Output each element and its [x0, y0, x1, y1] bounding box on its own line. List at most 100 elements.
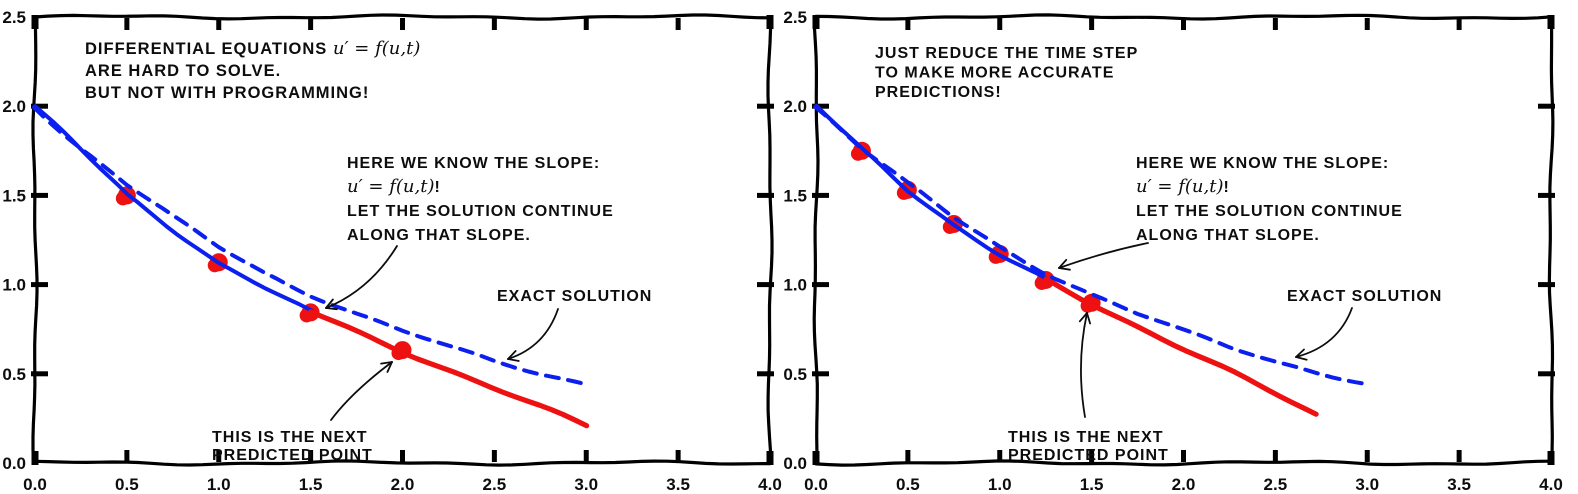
x-tick-mark-top [1272, 18, 1278, 30]
x-tick-mark [1181, 450, 1186, 462]
x-tick-mark-top [216, 18, 222, 30]
predicted-path-line [308, 309, 590, 429]
x-tick-mark [124, 450, 130, 462]
y-tick-mark [31, 371, 48, 377]
x-tick-label-2.0: 2.0 [1172, 475, 1196, 494]
annotation-text: ALONG THAT SLOPE. [347, 227, 531, 244]
annotation-text: ARE HARD TO SOLVE. [85, 62, 281, 80]
annotation-text: EXACT SOLUTION [1287, 288, 1442, 305]
y-tick-mark [812, 282, 829, 288]
bottom-spine [814, 459, 1553, 467]
exact-solution-arrow [507, 308, 559, 362]
x-tick-label-1.0: 1.0 [988, 475, 1012, 494]
right-spine [766, 15, 774, 465]
note-differential-equations-line-3: BUT NOT WITH PROGRAMMING! [85, 84, 369, 102]
exact-solution-arrow-head [1295, 348, 1305, 358]
axis-corner-mark [766, 15, 774, 29]
annotation-text: PREDICTIONS! [875, 84, 1002, 101]
predicted-path-line [1043, 276, 1319, 417]
note-known-slope-line-3: LET THE SOLUTION CONTINUE [347, 203, 614, 220]
math-expression: u′ = f(u,t) [347, 176, 434, 197]
y-tick-mark-right [757, 103, 774, 109]
annotation-text: PREDICTED POINT [212, 447, 373, 464]
note-reduce-time-step-line-2: TO MAKE MORE ACCURATE [875, 65, 1114, 82]
exact-solution-arrow-line [1295, 307, 1353, 358]
x-tick-mark [1456, 450, 1462, 462]
y-tick-mark [31, 282, 48, 288]
x-tick-mark [905, 450, 911, 462]
annotation-note-differential-equations: DIFFERENTIAL EQUATIONS u′ = f(u,t) ARE HA… [85, 38, 420, 102]
annotation-text: HERE WE KNOW THE SLOPE: [1136, 155, 1389, 172]
x-tick-mark [1364, 450, 1370, 462]
exact-solution-arrow [1295, 307, 1353, 361]
y-tick-mark [812, 192, 829, 198]
axis-corner-mark [31, 451, 39, 465]
annotation-text: LET THE SOLUTION CONTINUE [347, 203, 614, 220]
exact-solution-arrow-line [507, 308, 559, 360]
axis-corner-mark [766, 451, 774, 465]
y-tick-mark [812, 103, 829, 109]
y-tick-label-2.0: 2.0 [783, 97, 807, 116]
note-exact-solution-line-1: EXACT SOLUTION [497, 288, 652, 305]
x-tick-mark-top [905, 18, 911, 30]
x-tick-label-2.0: 2.0 [391, 475, 415, 494]
note-exact-solution-line-1: EXACT SOLUTION [1287, 288, 1442, 305]
predicted-point-arrow-line [330, 361, 393, 421]
x-tick-mark [1272, 450, 1278, 462]
annotation-text: DIFFERENTIAL EQUATIONS [85, 40, 333, 58]
subplot-left: 0.0 0.5 1.0 1.5 2.0 2.5 3.0 3.5 4.0 0.0 0.5 1.0 1.5 2… [2, 8, 782, 494]
x-tick-mark-top [491, 18, 497, 30]
exact-solution-line [32, 105, 589, 387]
x-tick-label-0.5: 0.5 [115, 475, 139, 494]
note-known-slope-line-3: LET THE SOLUTION CONTINUE [1136, 203, 1403, 220]
slope-arrow-head [325, 307, 338, 311]
y-tick-label-1.0: 1.0 [2, 276, 26, 295]
annotation-note-known-slope: HERE WE KNOW THE SLOPE: u′ = f(u,t)! LET T… [1136, 155, 1403, 244]
left-spine [31, 15, 39, 465]
exact-solution-arrow-head [1295, 356, 1308, 361]
subplot-right: 0.0 0.5 1.0 1.5 2.0 2.5 3.0 3.5 4.0 0.0 0.5 1.0 1.5 2… [783, 8, 1563, 494]
x-tick-label-0.0: 0.0 [23, 475, 47, 494]
y-tick-mark-right [1538, 192, 1555, 198]
annotation-note-exact-solution: EXACT SOLUTION [1287, 288, 1442, 305]
x-tick-mark [400, 450, 405, 462]
note-next-predicted-point-line-2: PREDICTED POINT [1008, 447, 1169, 464]
y-tick-mark-right [1538, 282, 1555, 288]
note-known-slope-line-4: ALONG THAT SLOPE. [1136, 227, 1320, 244]
annotation-text: TO MAKE MORE ACCURATE [875, 65, 1114, 82]
y-tick-mark [31, 103, 48, 109]
x-tick-mark-top [675, 18, 681, 30]
euler-solution-line [33, 104, 314, 313]
slope-arrow-head [1058, 267, 1071, 271]
annotation-text: PREDICTED POINT [1008, 447, 1169, 464]
x-tick-label-4.0: 4.0 [1539, 475, 1563, 494]
top-spine [33, 13, 772, 21]
exact-solution-arrow-head [507, 358, 520, 362]
y-tick-mark-right [757, 282, 774, 288]
y-tick-mark [31, 192, 48, 198]
x-tick-label-1.0: 1.0 [207, 475, 231, 494]
note-differential-equations-line-1: DIFFERENTIAL EQUATIONS u′ = f(u,t) [85, 38, 420, 59]
x-tick-label-3.5: 3.5 [1447, 475, 1471, 494]
predicted-point-arrow-head [1086, 312, 1091, 325]
x-tick-mark [308, 450, 314, 462]
y-tick-mark-right [757, 371, 774, 377]
x-tick-mark [1089, 450, 1095, 462]
annotation-text: EXACT SOLUTION [497, 288, 652, 305]
exact-solution-line [813, 105, 1370, 387]
annotation-text: ! [1223, 179, 1229, 196]
axis-corner-mark [31, 15, 39, 29]
note-known-slope-line-2: u′ = f(u,t)! [347, 176, 441, 197]
x-tick-mark [675, 450, 681, 462]
x-tick-label-4.0: 4.0 [758, 475, 782, 494]
slope-arrow [325, 245, 398, 311]
x-tick-mark [997, 450, 1003, 462]
x-tick-label-3.5: 3.5 [666, 475, 690, 494]
note-known-slope-line-4: ALONG THAT SLOPE. [347, 227, 531, 244]
predicted-point-arrow-head [386, 361, 393, 373]
x-tick-mark-top [1089, 18, 1095, 30]
annotation-note-exact-solution: EXACT SOLUTION [497, 288, 652, 305]
